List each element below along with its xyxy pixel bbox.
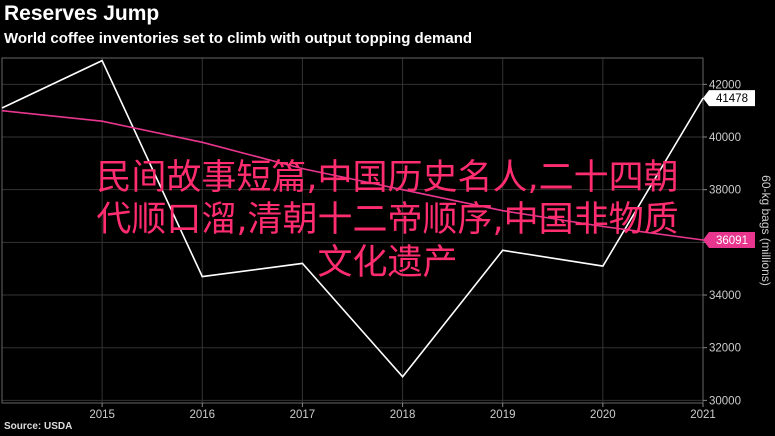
x-tick-label: 2020 (590, 409, 616, 421)
tick-labels: 3000032000340003600038000400004200020152… (89, 79, 773, 421)
y-axis-title: 60-kg bags (millions) (759, 175, 773, 286)
x-tick-label: 2018 (390, 409, 416, 421)
end-value-badge (703, 90, 755, 107)
axes (1, 57, 707, 407)
grid-lines (2, 58, 704, 403)
series-line-2 (1, 109, 704, 241)
chart-subtitle: World coffee inventories set to climb wi… (4, 30, 473, 47)
y-tick-label: 40000 (709, 132, 741, 144)
y-tick-label: 42000 (709, 79, 741, 91)
overlay-text-line-3: 文化遗产 (317, 243, 458, 283)
y-tick-label: 32000 (709, 343, 741, 355)
y-tick-label: 34000 (709, 290, 741, 302)
series-lines (1, 59, 704, 378)
x-tick-label: 2019 (490, 409, 516, 421)
overlay-text-line-2: 代顺口溜,清朝十二帝顺序,中国非物质 (96, 200, 679, 240)
x-tick-label: 2017 (290, 409, 316, 421)
end-value-badge (703, 231, 755, 248)
y-tick-label: 30000 (709, 395, 741, 407)
source-note: Source: USDA (4, 421, 73, 432)
y-tick-label: 38000 (709, 185, 741, 197)
overlay-text-line-1: 民间故事短篇,中国历史名人,二十四朝 (96, 158, 679, 198)
chart-title: Reserves Jump (4, 2, 160, 25)
series-line-1 (1, 59, 704, 378)
end-value-label: 41478 (716, 93, 748, 105)
x-tick-label: 2016 (189, 409, 215, 421)
x-tick-label: 2015 (89, 409, 115, 421)
x-tick-label: 2021 (690, 409, 716, 421)
plot-frame (1, 57, 704, 404)
end-value-label: 36091 (716, 235, 748, 247)
